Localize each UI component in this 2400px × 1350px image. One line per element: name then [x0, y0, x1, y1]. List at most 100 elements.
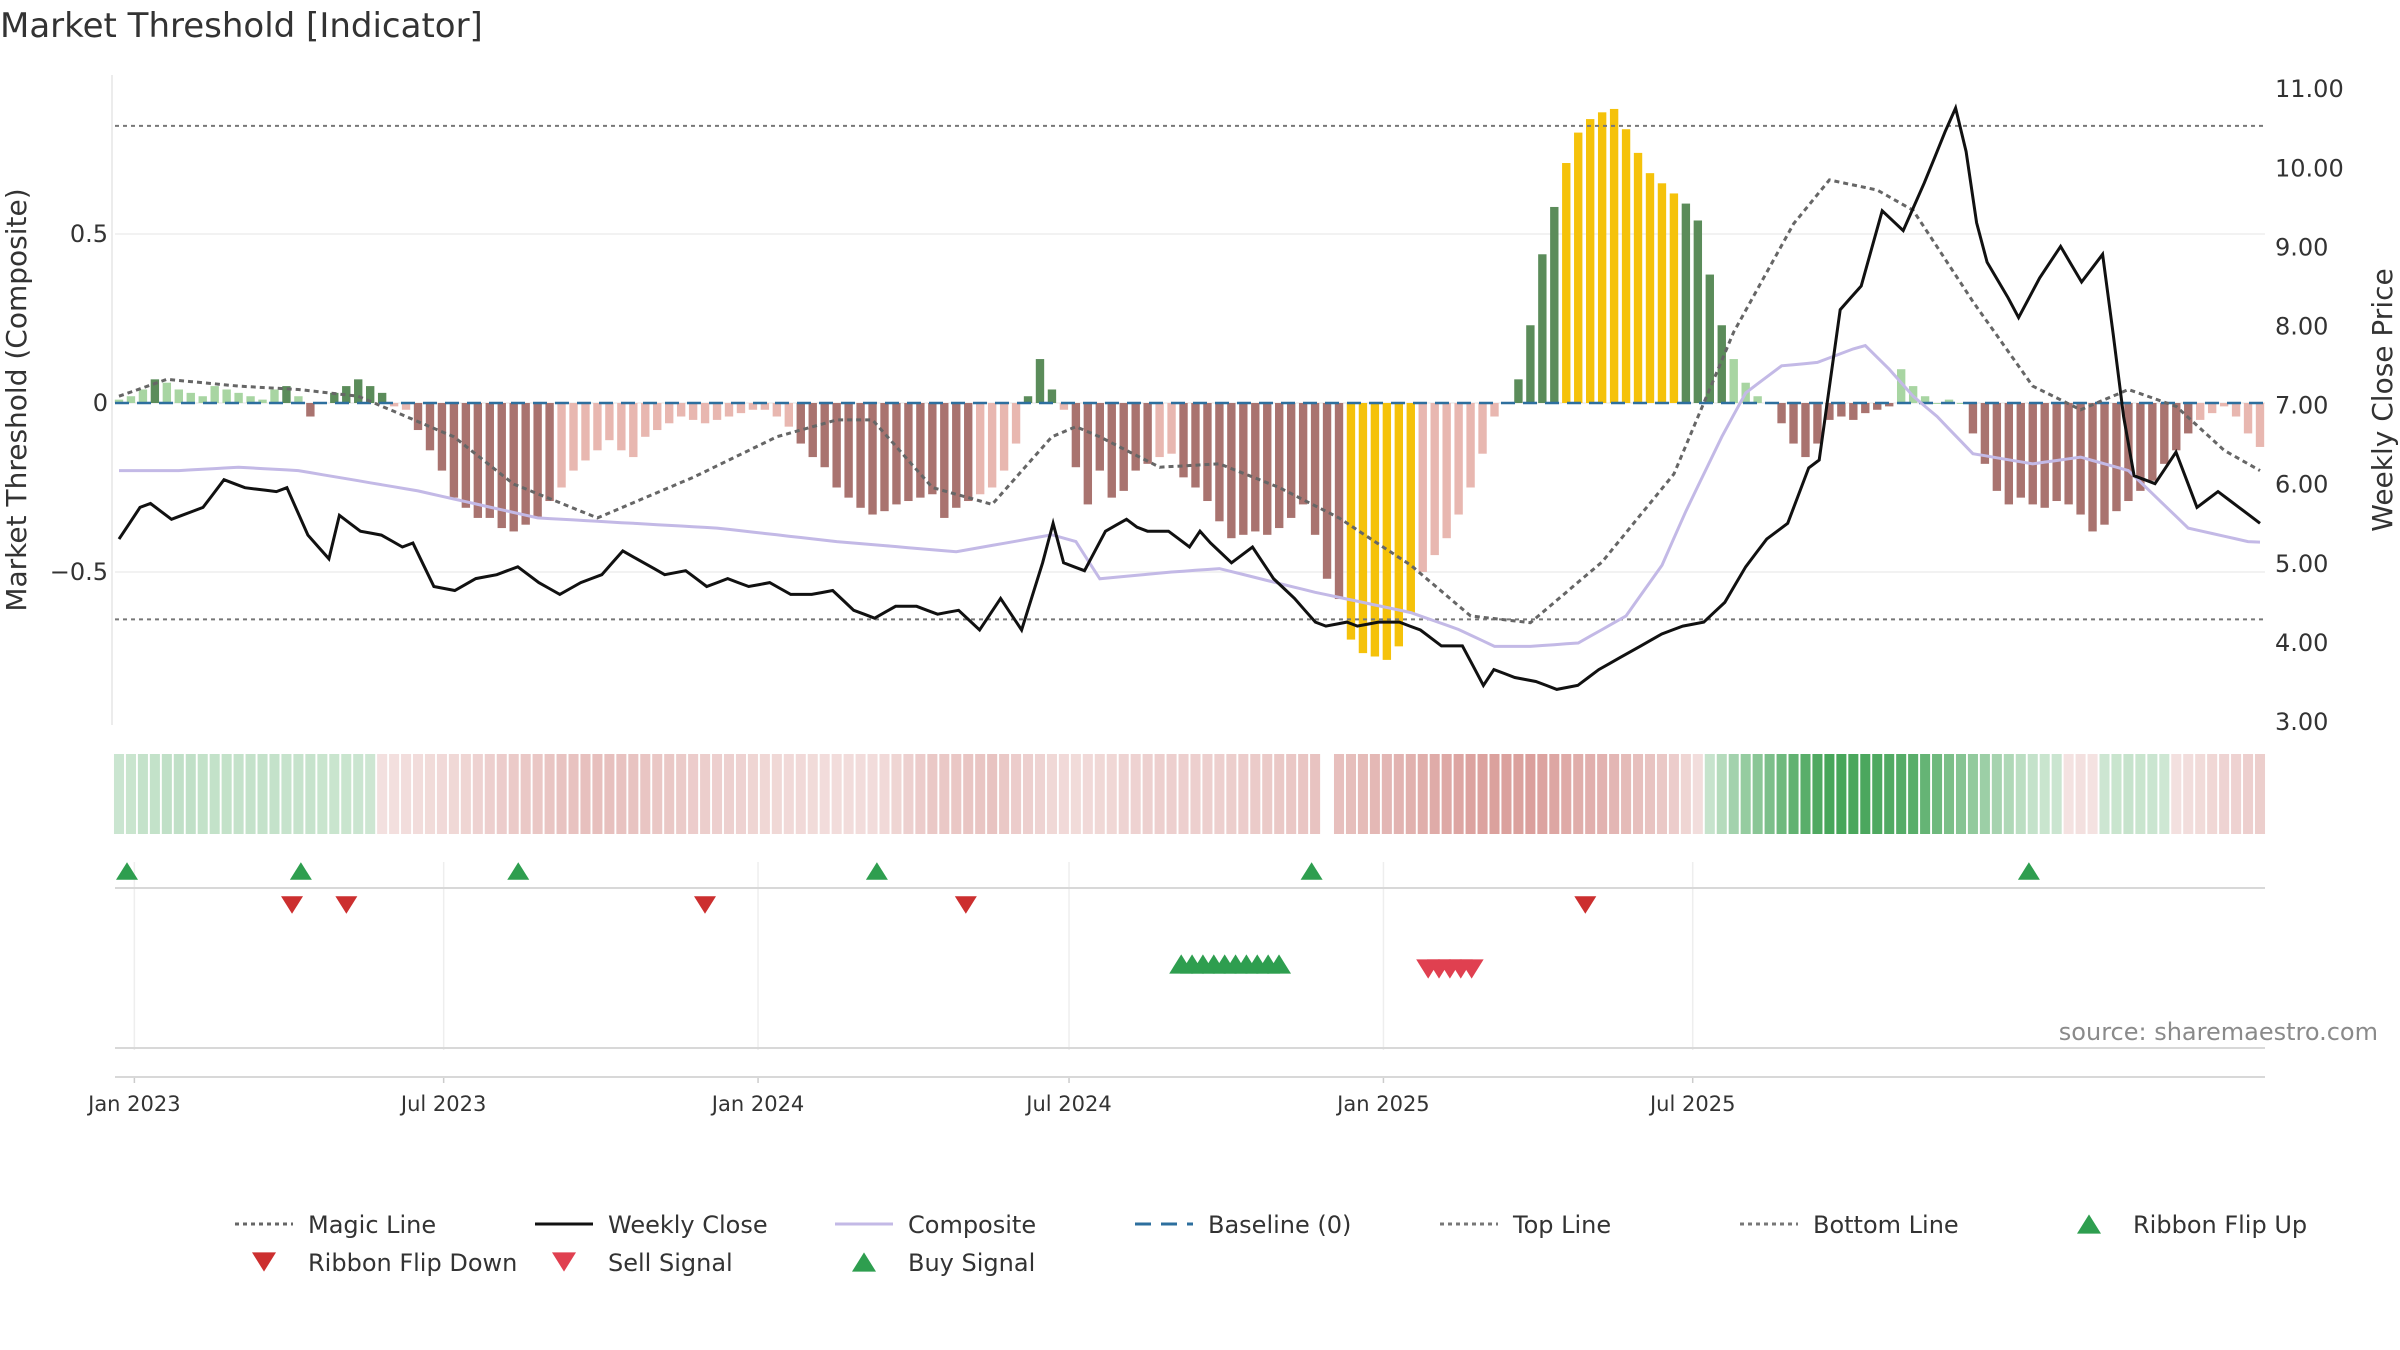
ribbon-cell: [1633, 754, 1644, 834]
ribbon-cell: [1417, 754, 1428, 834]
legend-item: Bottom Line: [1740, 1211, 1959, 1239]
ribbon-cell: [365, 754, 376, 834]
ribbon-cell: [2243, 754, 2254, 834]
ribbon-cell: [161, 754, 172, 834]
ribbon-cell: [1884, 754, 1895, 834]
ribbon-cell: [2039, 754, 2050, 834]
ribbon-cell: [1465, 754, 1476, 834]
composite-bar: [1729, 359, 1738, 403]
composite-bar: [1346, 403, 1356, 640]
y-right-tick-label: 7.00: [2275, 392, 2328, 420]
composite-bar: [1382, 403, 1392, 660]
axes: 0.5 0 −0.5 11.00 10.00 9.00 8.00 7.00 6.00 5.00 4.…: [50, 75, 2344, 1116]
ribbon-cell: [616, 754, 627, 834]
composite-bar: [533, 403, 542, 518]
composite-bar: [365, 386, 375, 403]
ribbon-cell: [209, 754, 220, 834]
ribbon-cell: [1656, 754, 1667, 834]
ribbon-cell: [783, 754, 794, 834]
ribbon-cell: [1740, 754, 1751, 834]
composite-bar: [999, 403, 1009, 471]
composite-bar: [258, 399, 267, 403]
ribbon-cell: [1812, 754, 1823, 834]
composite-bar: [2004, 403, 2014, 505]
ribbon-cell: [1561, 754, 1572, 834]
composite-bar: [497, 403, 506, 529]
composite-bar: [1167, 403, 1176, 454]
composite-bar: [1107, 403, 1116, 498]
ribbon-cell: [2171, 754, 2182, 834]
ribbon-cell: [2087, 754, 2098, 834]
signal-markers: [115, 862, 2265, 1078]
composite-bar: [1813, 403, 1822, 444]
composite-bar: [473, 403, 483, 518]
composite-bar: [1586, 119, 1595, 403]
y-right-tick-label: 4.00: [2275, 629, 2328, 657]
ribbon-cell: [2075, 754, 2086, 834]
ribbon-cell: [819, 754, 830, 834]
ribbon-cell: [2159, 754, 2170, 834]
ribbon-cell: [2063, 754, 2074, 834]
composite-bar: [270, 389, 279, 403]
composite-bar: [1633, 152, 1643, 403]
composite-bar: [1310, 403, 1320, 535]
ribbon-cell: [317, 754, 328, 834]
composite-bar: [569, 403, 578, 471]
composite-bar: [665, 403, 674, 424]
ribbon-cell: [1824, 754, 1835, 834]
composite-bar: [2064, 403, 2073, 505]
ribbon-cell: [1166, 754, 1177, 834]
composite-bar: [952, 403, 961, 508]
ribbon-cell: [532, 754, 543, 834]
ribbon-cell: [1333, 754, 1345, 834]
composite-bar: [1777, 403, 1786, 424]
composite-bar: [1454, 403, 1463, 515]
y-right-tick-label: 8.00: [2275, 313, 2328, 341]
ribbon-cell: [1058, 754, 1069, 834]
composite-bar: [784, 403, 793, 427]
ribbon-cell: [580, 754, 591, 834]
y-right-tick-label: 11.00: [2275, 75, 2344, 103]
ribbon-cell: [377, 754, 388, 834]
ribbon-cell: [1848, 754, 1859, 834]
ribbon-cell: [1955, 754, 1967, 834]
magic-line: [118, 178, 2261, 625]
ribbon-flip-down-marker: [335, 896, 358, 914]
composite-bar: [1442, 403, 1451, 539]
legend-label: Magic Line: [308, 1211, 436, 1239]
y-left-label: Market Threshold (Composite): [0, 188, 33, 611]
y-left-tick-label: −0.5: [50, 558, 108, 586]
composite-bar: [282, 386, 291, 403]
composite-bar: [485, 403, 494, 518]
composite-bar: [1514, 379, 1523, 403]
composite-bar: [294, 396, 303, 403]
legend-label: Composite: [908, 1211, 1036, 1239]
composite-bar: [964, 403, 973, 502]
ribbon-cell: [1405, 754, 1416, 834]
composite-bar: [1011, 403, 1021, 444]
composite-bar: [1119, 403, 1128, 491]
composite-bar: [150, 379, 160, 403]
composite-bar: [126, 396, 136, 403]
ribbon-cell: [1537, 754, 1548, 834]
composite-bar: [748, 403, 758, 410]
composite-bar: [1550, 206, 1559, 403]
composite-bar: [246, 396, 255, 403]
y-left-tick-label: 0: [93, 389, 108, 417]
ribbon-cell: [2183, 754, 2194, 834]
composite-bar: [1430, 403, 1439, 556]
composite-bar: [1263, 403, 1272, 535]
composite-bar: [1251, 403, 1260, 532]
ribbon-cell: [2254, 754, 2266, 834]
ribbon-cell: [269, 754, 280, 834]
composite-bar: [1621, 129, 1631, 403]
ribbon-cell: [1692, 754, 1703, 834]
composite-bar: [1705, 274, 1714, 403]
composite-bar: [1980, 403, 1990, 464]
ribbon-cell: [2051, 754, 2062, 834]
ribbon-cell: [1477, 754, 1488, 834]
composite-bar: [2052, 403, 2061, 502]
ribbon-cell: [1513, 754, 1524, 834]
ribbon-cell: [867, 754, 878, 834]
composite-bar: [880, 403, 889, 512]
